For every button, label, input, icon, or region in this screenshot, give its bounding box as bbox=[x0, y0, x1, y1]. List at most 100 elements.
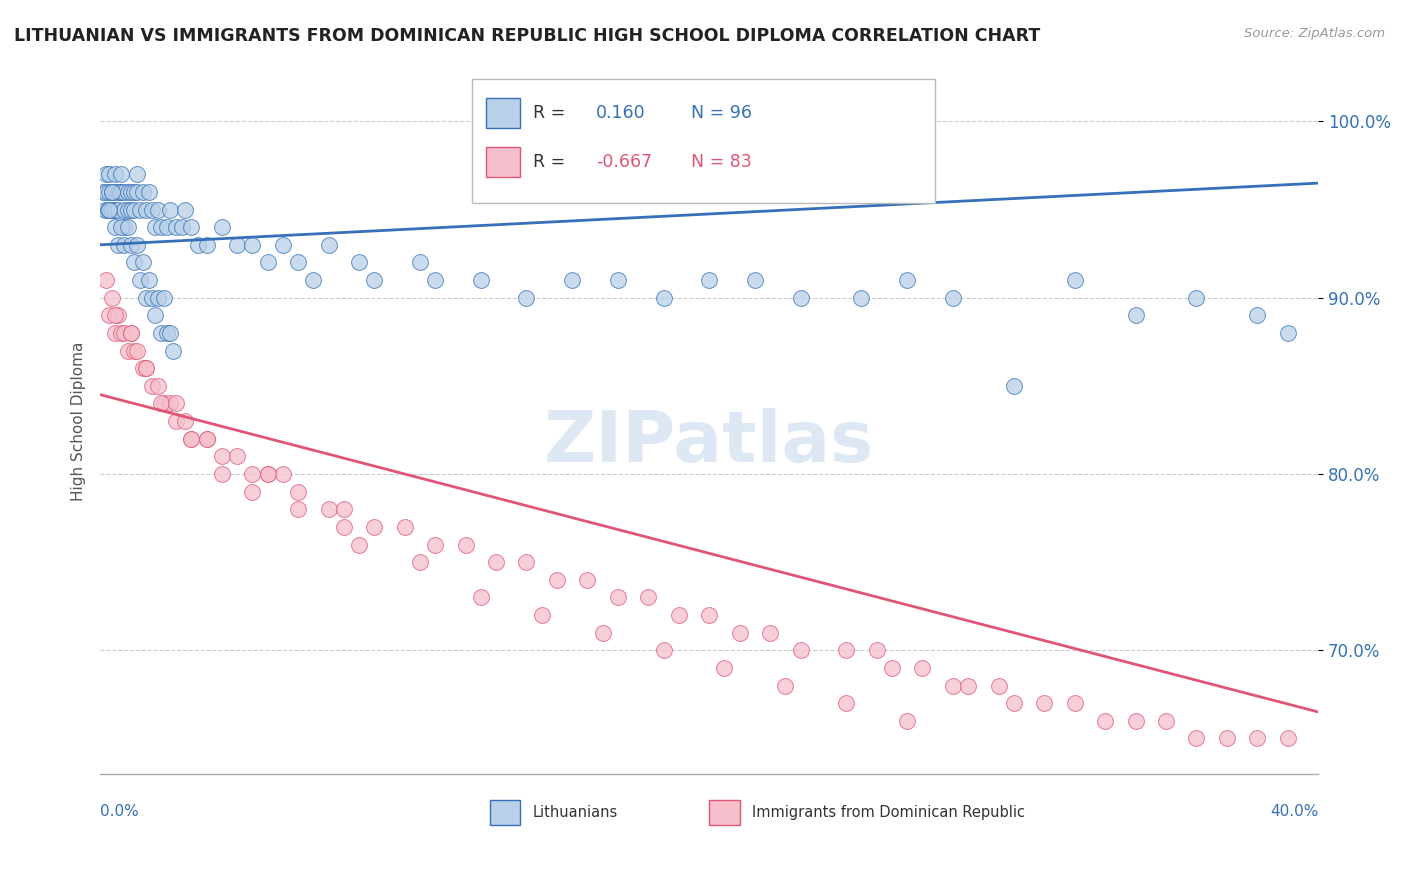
Point bbox=[162, 343, 184, 358]
Point bbox=[347, 537, 370, 551]
Point bbox=[880, 661, 903, 675]
Point bbox=[1033, 696, 1056, 710]
Point bbox=[256, 255, 278, 269]
Point bbox=[150, 326, 173, 340]
Bar bbox=[489, 800, 520, 825]
Point bbox=[515, 291, 537, 305]
Point bbox=[93, 202, 115, 217]
Point bbox=[138, 185, 160, 199]
Point bbox=[911, 661, 934, 675]
Point bbox=[1125, 714, 1147, 728]
Point bbox=[141, 202, 163, 217]
Point bbox=[117, 343, 139, 358]
Point bbox=[530, 607, 553, 622]
Point bbox=[150, 220, 173, 235]
Point bbox=[256, 467, 278, 481]
Point bbox=[789, 291, 811, 305]
Point bbox=[713, 661, 735, 675]
Text: R =: R = bbox=[533, 104, 571, 122]
Point bbox=[104, 202, 127, 217]
Point bbox=[125, 167, 148, 181]
Point bbox=[98, 202, 121, 217]
Point bbox=[146, 202, 169, 217]
Point bbox=[211, 220, 233, 235]
Point bbox=[174, 414, 197, 428]
Point bbox=[789, 643, 811, 657]
Text: Lithuanians: Lithuanians bbox=[533, 805, 617, 820]
Text: Source: ZipAtlas.com: Source: ZipAtlas.com bbox=[1244, 27, 1385, 40]
Point bbox=[150, 396, 173, 410]
Point bbox=[96, 273, 118, 287]
Point bbox=[470, 591, 492, 605]
Point bbox=[287, 255, 309, 269]
Point bbox=[394, 520, 416, 534]
Point bbox=[759, 625, 782, 640]
Point bbox=[101, 291, 124, 305]
Bar bbox=[486, 98, 520, 128]
Point bbox=[1002, 696, 1025, 710]
Point bbox=[165, 396, 187, 410]
Point bbox=[107, 237, 129, 252]
Point bbox=[143, 220, 166, 235]
Point bbox=[302, 273, 325, 287]
Point bbox=[271, 467, 294, 481]
Point bbox=[101, 185, 124, 199]
Point bbox=[143, 309, 166, 323]
Point bbox=[146, 379, 169, 393]
Point bbox=[120, 185, 142, 199]
Point bbox=[159, 396, 181, 410]
Point bbox=[226, 237, 249, 252]
Point bbox=[546, 573, 568, 587]
Point bbox=[835, 643, 858, 657]
Point bbox=[697, 273, 720, 287]
Point bbox=[138, 273, 160, 287]
Point bbox=[128, 273, 150, 287]
Point bbox=[1185, 731, 1208, 746]
Text: -0.667: -0.667 bbox=[596, 153, 652, 171]
Point bbox=[132, 185, 155, 199]
Point bbox=[156, 220, 179, 235]
Point bbox=[165, 414, 187, 428]
Point bbox=[110, 185, 132, 199]
Point bbox=[515, 555, 537, 569]
Point bbox=[135, 291, 157, 305]
Point bbox=[98, 309, 121, 323]
Point bbox=[668, 607, 690, 622]
Point bbox=[122, 185, 145, 199]
Point bbox=[165, 220, 187, 235]
Bar bbox=[709, 800, 740, 825]
Point bbox=[125, 237, 148, 252]
Point bbox=[423, 273, 446, 287]
Point bbox=[409, 255, 432, 269]
Point bbox=[454, 537, 477, 551]
Point bbox=[101, 185, 124, 199]
Point bbox=[101, 202, 124, 217]
Point bbox=[409, 555, 432, 569]
Point bbox=[146, 291, 169, 305]
Point bbox=[775, 679, 797, 693]
Point bbox=[110, 326, 132, 340]
Point bbox=[172, 220, 194, 235]
Point bbox=[652, 643, 675, 657]
Point bbox=[104, 167, 127, 181]
Text: 0.160: 0.160 bbox=[596, 104, 645, 122]
Point bbox=[104, 185, 127, 199]
Point bbox=[576, 573, 599, 587]
Point bbox=[114, 220, 136, 235]
Point bbox=[652, 291, 675, 305]
Point bbox=[153, 396, 176, 410]
Point bbox=[122, 343, 145, 358]
Point bbox=[242, 484, 264, 499]
Point bbox=[606, 591, 628, 605]
Point bbox=[122, 255, 145, 269]
Point bbox=[318, 502, 340, 516]
Point bbox=[1063, 696, 1085, 710]
Point bbox=[120, 326, 142, 340]
Point bbox=[110, 220, 132, 235]
Point bbox=[117, 185, 139, 199]
Point bbox=[347, 255, 370, 269]
Point bbox=[271, 237, 294, 252]
Point bbox=[1216, 731, 1239, 746]
Point bbox=[332, 502, 354, 516]
Point bbox=[211, 467, 233, 481]
